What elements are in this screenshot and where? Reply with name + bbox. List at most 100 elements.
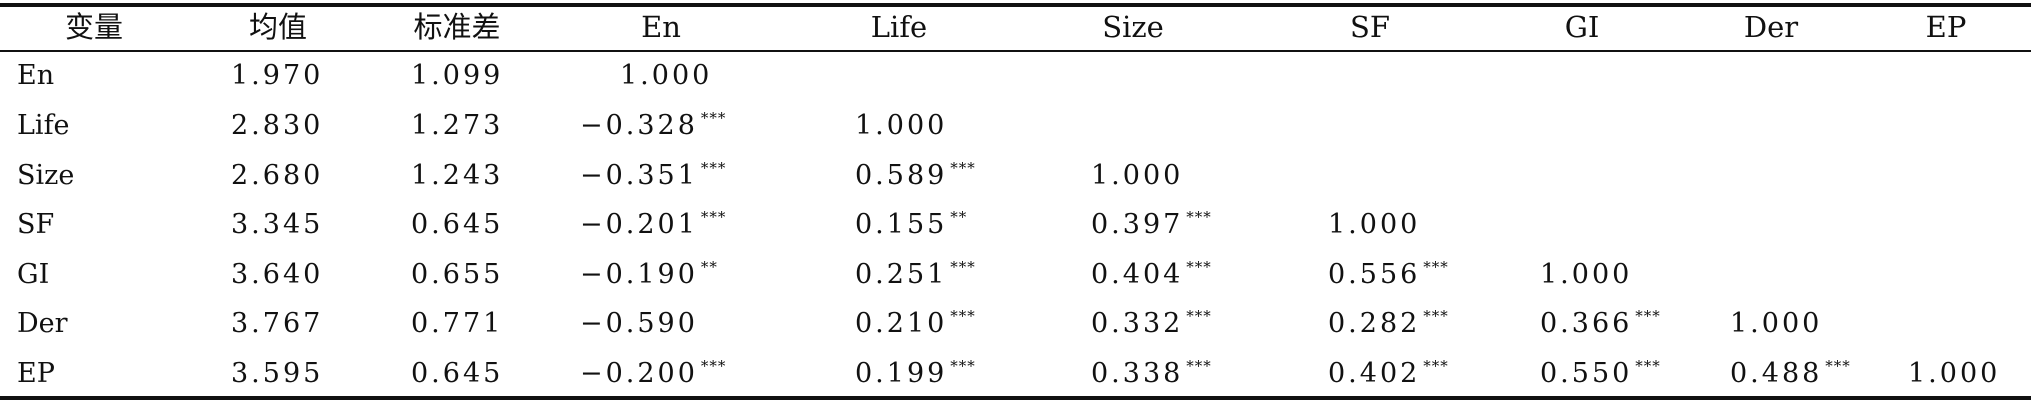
correlation-value: −0.190: [580, 259, 698, 290]
correlation-cell: 1.000: [1908, 349, 2003, 399]
correlation-cell: 0.282 ***: [1328, 299, 1449, 349]
correlation-value: 0.251: [855, 259, 948, 290]
header-cell: 变量: [64, 10, 123, 44]
mean-cell: 3.595: [231, 358, 324, 389]
table-row: Der 3.767 0.771 −0.590 0.210 *** 0.332 *** 0.282…: [0, 299, 2031, 349]
correlation-cell: −0.328 ***: [580, 101, 726, 151]
sd-cell: 1.273: [411, 110, 504, 141]
header-cell: Size: [1102, 10, 1164, 44]
significance-marker: ***: [700, 109, 727, 127]
mean-cell: 3.767: [231, 308, 324, 339]
correlation-value: 0.366: [1540, 308, 1633, 339]
correlation-value: 1.000: [1908, 358, 2001, 389]
correlation-value: 0.332: [1091, 308, 1184, 339]
sd-cell: 0.645: [411, 358, 504, 389]
significance-marker: ***: [1186, 258, 1212, 276]
correlation-value: 1.000: [1091, 160, 1184, 191]
table-bottom-rule: [0, 396, 2031, 400]
table-row: Life 2.830 1.273 −0.328 *** 1.000: [0, 101, 2031, 151]
significance-marker: ***: [1423, 357, 1449, 375]
correlation-cell: 0.332 ***: [1091, 299, 1212, 349]
correlation-cell: 0.338 ***: [1091, 349, 1212, 399]
correlation-cell: 0.550 ***: [1540, 349, 1661, 399]
mean-cell: 2.830: [231, 110, 324, 141]
correlation-value: 1.000: [855, 110, 948, 141]
significance-marker: ***: [1423, 258, 1449, 276]
correlation-value: 1.000: [620, 60, 713, 91]
correlation-cell: 0.556 ***: [1328, 250, 1449, 300]
significance-marker: ***: [950, 159, 976, 177]
table-row: GI 3.640 0.655 −0.190 ** 0.251 *** 0.404 *** 0.55…: [0, 250, 2031, 300]
correlation-value: −0.590: [580, 308, 698, 339]
correlation-value: 0.155: [855, 209, 948, 240]
significance-marker: ***: [1186, 357, 1212, 375]
table-header-row: 变量 均值 标准差 En Life Size SF GI Der EP: [0, 2, 2031, 52]
correlation-value: 1.000: [1540, 259, 1633, 290]
table-row: En 1.970 1.099 1.000: [0, 51, 2031, 101]
correlation-cell: −0.590: [580, 299, 701, 349]
correlation-cell: 1.000: [1328, 200, 1423, 250]
correlation-value: 0.397: [1091, 209, 1184, 240]
significance-marker: ***: [1423, 307, 1449, 325]
significance-marker: ***: [1635, 307, 1661, 325]
correlation-value: 1.000: [1328, 209, 1421, 240]
correlation-value: 0.550: [1540, 358, 1633, 389]
header-cell: GI: [1564, 10, 1600, 44]
table-row: EP 3.595 0.645 −0.200 *** 0.199 *** 0.338 *** 0.4…: [0, 349, 2031, 399]
correlation-cell: 0.155 **: [855, 200, 967, 250]
correlation-cell: −0.190 **: [580, 250, 718, 300]
significance-marker: ***: [950, 357, 976, 375]
correlation-value: 0.402: [1328, 358, 1421, 389]
header-cell: Der: [1743, 10, 1799, 44]
row-variable-label: GI: [17, 259, 50, 290]
row-variable-label: SF: [17, 209, 55, 240]
correlation-cell: 1.000: [620, 51, 715, 101]
correlation-cell: 1.000: [1730, 299, 1825, 349]
header-cell: Life: [870, 10, 928, 44]
row-variable-label: EP: [17, 358, 55, 389]
correlation-value: 0.404: [1091, 259, 1184, 290]
correlation-cell: 0.251 ***: [855, 250, 976, 300]
significance-marker: ***: [950, 258, 976, 276]
correlation-value: −0.328: [580, 110, 698, 141]
correlation-cell: −0.351 ***: [580, 151, 726, 201]
table-row: SF 3.345 0.645 −0.201 *** 0.155 ** 0.397 *** 1.00…: [0, 200, 2031, 250]
mean-cell: 3.640: [231, 259, 324, 290]
correlation-cell: 1.000: [1540, 250, 1635, 300]
header-cell: 标准差: [413, 10, 501, 44]
significance-marker: ***: [1186, 208, 1212, 226]
header-cell: EP: [1925, 10, 1967, 44]
correlation-cell: 1.000: [1091, 151, 1186, 201]
row-variable-label: En: [17, 60, 55, 91]
significance-marker: ***: [700, 208, 727, 226]
correlation-value: 0.488: [1730, 358, 1823, 389]
correlation-cell: 1.000: [855, 101, 950, 151]
header-cell: 均值: [248, 10, 307, 44]
correlation-value: 0.282: [1328, 308, 1421, 339]
correlation-value: −0.200: [580, 358, 698, 389]
row-variable-label: Life: [17, 110, 70, 141]
correlation-cell: 0.488 ***: [1730, 349, 1851, 399]
sd-cell: 1.099: [411, 60, 504, 91]
correlation-cell: 0.199 ***: [855, 349, 976, 399]
correlation-cell: 0.366 ***: [1540, 299, 1661, 349]
sd-cell: 1.243: [411, 160, 504, 191]
correlation-value: −0.201: [580, 209, 698, 240]
sd-cell: 0.771: [411, 308, 504, 339]
significance-marker: ***: [1635, 357, 1661, 375]
correlation-cell: 0.210 ***: [855, 299, 976, 349]
significance-marker: **: [700, 258, 718, 276]
correlation-value: 0.199: [855, 358, 948, 389]
mean-cell: 1.970: [231, 60, 324, 91]
table-header-rule: [0, 50, 2031, 52]
correlation-cell: −0.201 ***: [580, 200, 726, 250]
correlation-cell: 0.404 ***: [1091, 250, 1212, 300]
significance-marker: **: [950, 208, 968, 226]
row-variable-label: Size: [17, 160, 75, 191]
header-cell: En: [641, 10, 681, 44]
correlation-value: 1.000: [1730, 308, 1823, 339]
significance-marker: ***: [700, 357, 727, 375]
mean-cell: 3.345: [231, 209, 324, 240]
correlation-value: 0.589: [855, 160, 948, 191]
header-cell: SF: [1350, 10, 1390, 44]
